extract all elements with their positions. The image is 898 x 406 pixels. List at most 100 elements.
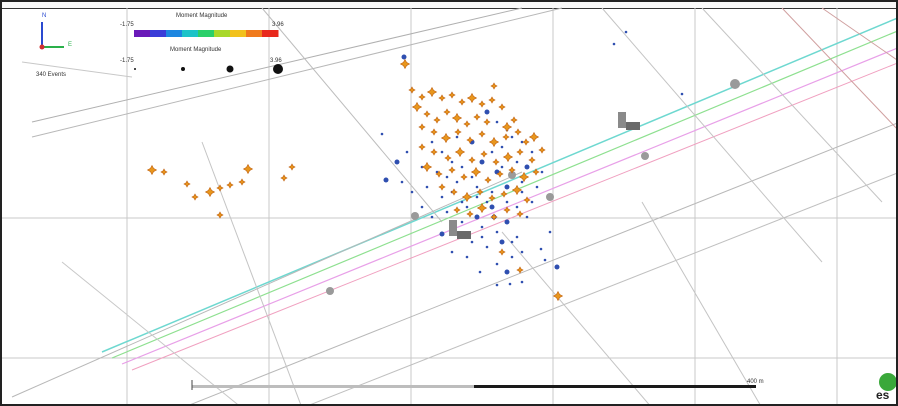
- orange-event-marker: [528, 156, 536, 164]
- station-marker: [326, 287, 334, 295]
- blue-event-marker: [460, 165, 464, 169]
- colorbar-segment: [262, 30, 279, 37]
- drift-line: [781, 7, 896, 129]
- blue-event-marker: [420, 205, 424, 209]
- orange-event-marker: [488, 96, 496, 104]
- axes-origin: [39, 44, 45, 50]
- orange-event-marker: [438, 183, 446, 191]
- drift-line: [190, 123, 896, 404]
- orange-event-marker: [514, 128, 522, 136]
- blue-event-marker: [495, 262, 499, 266]
- orange-event-marker: [238, 178, 246, 186]
- logo-text: es: [876, 388, 890, 402]
- blue-event-marker: [480, 225, 484, 229]
- blue-event-marker: [475, 195, 479, 199]
- orange-event-marker: [288, 163, 296, 171]
- orange-event-marker: [454, 146, 466, 158]
- orange-event-marker: [399, 58, 411, 70]
- scale-bar-light: [192, 385, 474, 388]
- station-marker: [546, 193, 554, 201]
- orange-event-marker: [160, 168, 168, 176]
- orange-event-marker: [418, 143, 426, 151]
- blue-event-marker: [495, 230, 499, 234]
- orange-event-marker: [496, 170, 504, 178]
- orange-event-marker: [516, 266, 524, 274]
- blue-event-marker: [435, 170, 439, 174]
- drift-line: [31, 7, 563, 138]
- colorbar-segment: [182, 30, 199, 37]
- station-markers: [326, 79, 740, 295]
- orange-event-marker: [483, 118, 491, 126]
- magnitude-colorbar: [134, 30, 279, 37]
- blue-event-marker: [485, 200, 489, 204]
- blue-event-marker: [430, 140, 434, 144]
- orange-event-marker: [463, 120, 471, 128]
- orange-event-marker: [528, 131, 540, 143]
- logo-leaf-icon: [879, 373, 896, 391]
- blue-event-marker: [455, 135, 459, 139]
- magnitude-title-1: Moment Magnitude: [176, 13, 228, 19]
- orange-event-marker: [466, 136, 474, 144]
- blue-event-marker: [530, 200, 534, 204]
- orange-event-marker: [500, 190, 508, 198]
- blue-event-marker: [380, 132, 384, 136]
- orange-event-marker: [466, 92, 478, 104]
- blue-event-marker: [504, 269, 510, 275]
- orange-event-marker: [488, 194, 496, 202]
- blue-event-marker: [484, 109, 490, 115]
- drift-line: [821, 7, 896, 60]
- blue-event-marker: [490, 190, 494, 194]
- blue-event-marker: [440, 150, 444, 154]
- orange-event-marker: [453, 206, 461, 214]
- blue-event-marker: [680, 92, 684, 96]
- orange-event-marker: [502, 151, 514, 163]
- orange-event-marker: [476, 202, 488, 214]
- blue-event-marker: [455, 180, 459, 184]
- scale-end-label: 400 m: [747, 379, 764, 385]
- orange-event-marker: [438, 94, 446, 102]
- drift-line: [201, 141, 302, 404]
- orange-event-marker: [538, 146, 546, 154]
- orange-event-marker: [430, 148, 438, 156]
- orange-event-marker: [426, 86, 438, 98]
- blue-event-marker: [504, 184, 510, 190]
- orange-event-marker: [468, 156, 476, 164]
- tunnel-line: [131, 63, 896, 371]
- size-dot-large: [226, 65, 234, 73]
- orange-event-marker: [435, 170, 443, 178]
- blue-event-marker: [515, 205, 519, 209]
- orange-event-marker: [490, 82, 498, 90]
- blue-event-marker: [450, 160, 454, 164]
- blue-event-marker: [515, 160, 519, 164]
- orange-event-marker: [418, 93, 426, 101]
- magnitude-max-2: 3.96: [270, 58, 282, 64]
- map-grid: [2, 8, 896, 404]
- colorbar-segment: [230, 30, 247, 37]
- borehole-marker: [618, 112, 626, 128]
- orange-event-marker: [433, 116, 441, 124]
- blue-event-marker: [405, 150, 409, 154]
- size-dot-medium: [181, 67, 185, 71]
- blue-event-marker: [460, 200, 464, 204]
- blue-event-marker: [505, 200, 509, 204]
- scale-bar: [191, 380, 756, 390]
- blue-event-marker: [489, 204, 495, 210]
- colorbar-segment: [214, 30, 231, 37]
- blue-event-marker: [543, 258, 547, 262]
- borehole-marker: [626, 122, 640, 130]
- orange-event-marker: [511, 184, 523, 196]
- orange-event-marker: [476, 188, 484, 196]
- orange-event-marker: [523, 196, 531, 204]
- colorbar-segment: [134, 30, 151, 37]
- orange-event-marker: [204, 186, 216, 198]
- orange-event-marker: [451, 112, 463, 124]
- orange-event-marker: [552, 290, 564, 302]
- orange-event-marker: [411, 101, 423, 113]
- drift-line: [261, 7, 443, 223]
- colorbar-segment: [166, 30, 183, 37]
- orange-event-marker: [458, 98, 466, 106]
- blue-event-marker: [504, 219, 510, 225]
- blue-event-marker: [540, 170, 544, 174]
